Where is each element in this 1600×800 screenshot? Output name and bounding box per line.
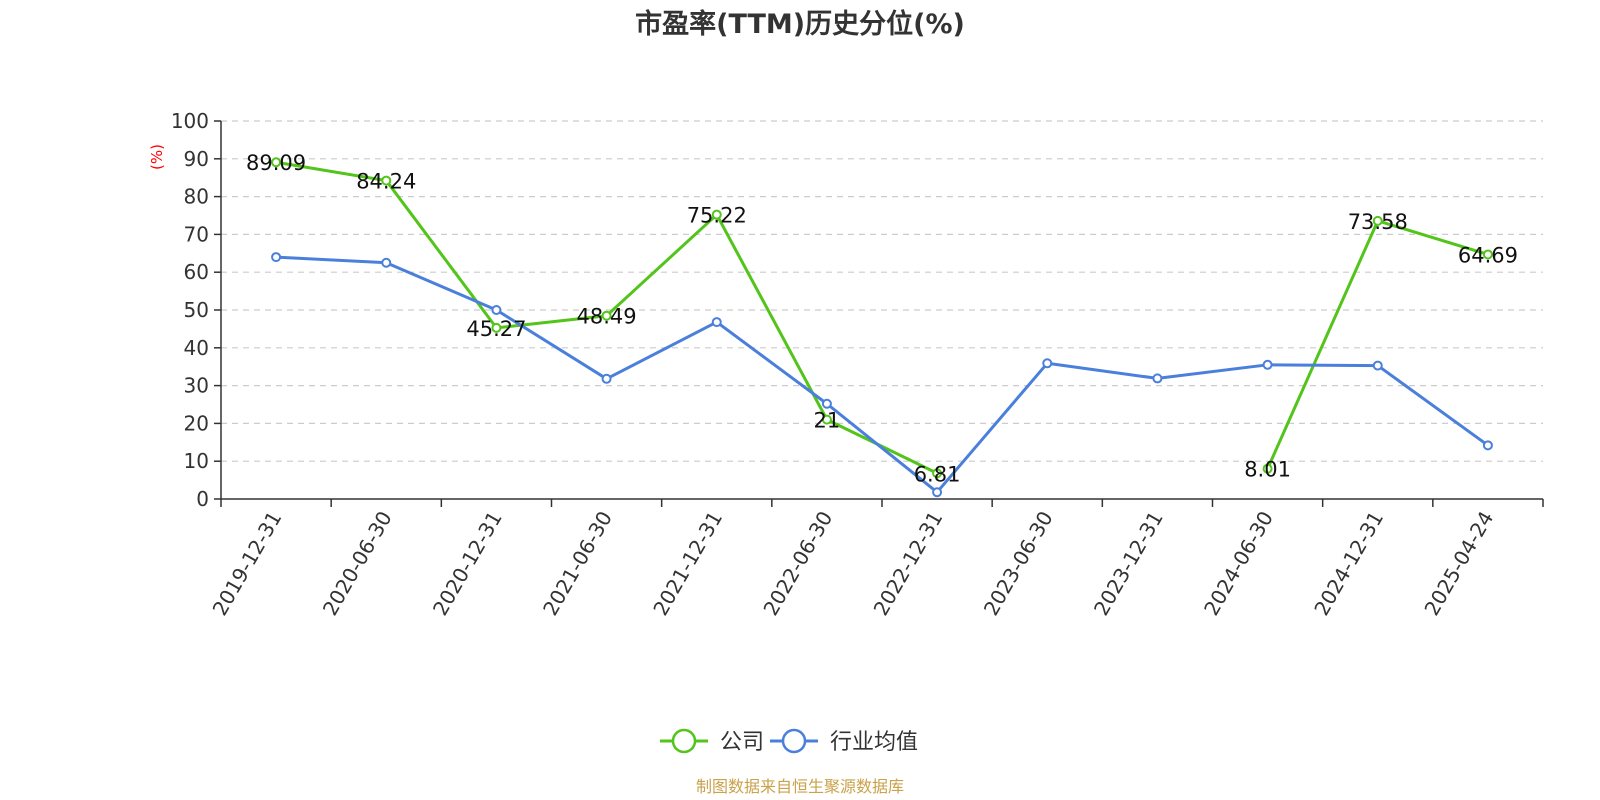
legend-marker bbox=[671, 728, 697, 754]
data-point bbox=[711, 317, 722, 328]
data-point bbox=[932, 468, 943, 479]
data-label: 64.69 bbox=[1458, 243, 1518, 267]
legend: 公司 行业均值 bbox=[660, 728, 918, 755]
data-point bbox=[932, 487, 943, 498]
y-tick-label: 100 bbox=[171, 109, 209, 133]
data-point bbox=[1482, 440, 1493, 451]
data-label: 89.09 bbox=[246, 151, 306, 175]
y-tick-label: 90 bbox=[184, 147, 209, 171]
legend-item-2: 行业均值 bbox=[770, 728, 918, 755]
series-layer bbox=[271, 157, 1493, 498]
grid-layer bbox=[221, 120, 1543, 462]
data-label: 45.27 bbox=[466, 317, 526, 341]
data-point bbox=[1042, 358, 1053, 369]
series-line bbox=[1266, 219, 1489, 470]
x-tick-label: 2024-12-31 bbox=[1309, 507, 1388, 620]
data-point bbox=[821, 414, 832, 425]
y-tick-label: 30 bbox=[184, 374, 209, 398]
data-label-layer: 89.09 84.24 45.27 48.49 75.22 21 6.81 8.01 73.58… bbox=[246, 151, 1518, 486]
y-tick-label: 70 bbox=[184, 222, 209, 246]
x-tick-label: 2024-06-30 bbox=[1199, 507, 1278, 620]
x-tick-label: 2020-06-30 bbox=[318, 507, 397, 620]
data-point bbox=[1372, 215, 1383, 226]
data-point bbox=[1262, 463, 1273, 474]
data-point bbox=[271, 157, 282, 168]
data-point bbox=[601, 310, 612, 321]
source-note: 制图数据来自恒生聚源数据库 bbox=[696, 777, 904, 796]
x-tick-label: 2021-12-31 bbox=[648, 507, 727, 620]
legend-marker bbox=[781, 728, 807, 754]
data-label: 84.24 bbox=[356, 170, 416, 194]
data-point bbox=[381, 257, 392, 268]
data-point bbox=[491, 322, 502, 333]
series-2 bbox=[271, 252, 1493, 498]
data-point bbox=[271, 252, 282, 263]
data-label: 21 bbox=[814, 409, 841, 433]
x-tick-label: 2025-04-24 bbox=[1419, 507, 1498, 620]
series-line bbox=[276, 255, 1489, 494]
data-point bbox=[1372, 360, 1383, 371]
data-label: 73.58 bbox=[1348, 210, 1408, 234]
x-tick-label: 2022-12-31 bbox=[869, 507, 948, 620]
data-point bbox=[491, 305, 502, 315]
chart-title: 市盈率(TTM)历史分位(%) bbox=[635, 8, 965, 40]
x-tick-label: 2023-06-30 bbox=[979, 507, 1058, 620]
x-tick-label: 2019-12-31 bbox=[208, 507, 287, 620]
x-tick-label: 2023-12-31 bbox=[1089, 507, 1168, 620]
x-tick-label: 2020-12-31 bbox=[428, 507, 507, 620]
legend-label: 行业均值 bbox=[830, 730, 918, 755]
data-point bbox=[1482, 249, 1493, 260]
data-point bbox=[601, 373, 612, 384]
data-point bbox=[381, 175, 392, 186]
series-1 bbox=[271, 157, 1493, 479]
data-label: 48.49 bbox=[577, 305, 637, 329]
data-label: 75.22 bbox=[687, 204, 747, 228]
data-point bbox=[821, 398, 832, 409]
data-label: 8.01 bbox=[1244, 458, 1291, 482]
data-point bbox=[1262, 359, 1273, 370]
y-axis-label: (%) bbox=[148, 144, 166, 170]
legend-label: 公司 bbox=[720, 730, 764, 755]
data-point bbox=[1152, 373, 1163, 384]
y-tick-label: 60 bbox=[184, 260, 209, 284]
data-label: 6.81 bbox=[914, 462, 961, 486]
legend-item-1: 公司 bbox=[660, 728, 764, 755]
x-tick-label: 2022-06-30 bbox=[758, 507, 837, 620]
y-tick-label: 40 bbox=[184, 336, 209, 360]
y-tick-label: 80 bbox=[184, 185, 209, 209]
y-tick-label: 50 bbox=[184, 298, 209, 322]
y-tick-label: 10 bbox=[184, 449, 209, 473]
data-point bbox=[711, 209, 722, 220]
x-tick-label: 2021-06-30 bbox=[538, 507, 617, 620]
y-tick-label: 0 bbox=[196, 487, 209, 511]
y-tick-label: 20 bbox=[184, 411, 209, 435]
